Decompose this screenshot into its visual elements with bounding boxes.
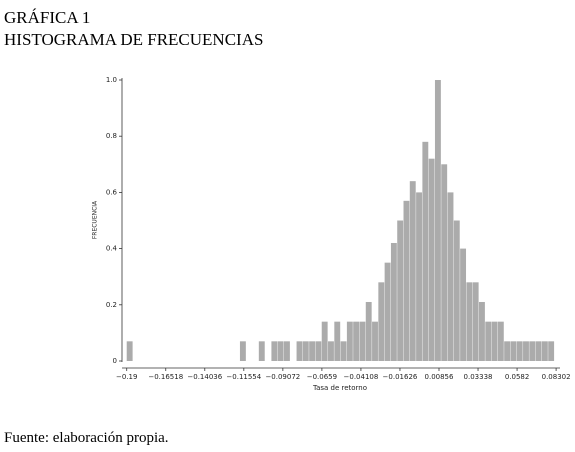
x-tick-label: 0.0582 <box>505 373 530 381</box>
x-tick-label: −0.01626 <box>383 373 418 381</box>
bar <box>422 141 429 361</box>
bar <box>491 321 498 361</box>
bar <box>504 341 511 361</box>
y-tick-label: 0.4 <box>106 245 118 253</box>
bar <box>523 341 529 361</box>
bar <box>390 242 397 361</box>
bar <box>302 341 309 361</box>
bar <box>516 341 523 361</box>
x-tick-label: −0.19 <box>116 373 137 381</box>
bar <box>359 321 366 361</box>
bar <box>271 341 278 361</box>
bar <box>485 321 492 361</box>
bar <box>334 321 341 361</box>
x-tick-label: −0.16518 <box>148 373 183 381</box>
bar <box>548 341 555 361</box>
bar <box>239 341 246 361</box>
x-tick-label: 0.00856 <box>425 373 454 381</box>
bar <box>384 262 391 361</box>
bar <box>283 341 290 361</box>
source-note: Fuente: elaboración propia. <box>4 430 169 446</box>
y-tick-label: 0.6 <box>106 188 118 196</box>
x-tick-label: −0.09072 <box>265 373 300 381</box>
chart-subtitle: HISTOGRAMA DE FRECUENCIAS <box>4 30 263 49</box>
x-axis-label: Tasa de retorno <box>312 384 367 392</box>
bar <box>453 220 460 361</box>
bar <box>378 282 385 361</box>
bar <box>365 301 372 361</box>
y-axis-label: FRECUENCIA <box>92 200 99 239</box>
bar <box>541 341 548 361</box>
y-tick-label: 0.2 <box>106 301 117 309</box>
x-tick-label: −0.0659 <box>307 373 337 381</box>
bar <box>479 301 485 361</box>
y-tick-label: 1.0 <box>106 76 117 84</box>
x-tick-label: −0.11554 <box>226 373 261 381</box>
bar <box>126 341 133 361</box>
bar <box>372 321 378 361</box>
bar <box>258 341 265 361</box>
x-tick-label: 0.08302 <box>542 373 571 381</box>
x-tick-label: −0.04108 <box>344 373 379 381</box>
bar <box>434 80 441 361</box>
y-tick-label: 0.8 <box>106 132 117 140</box>
x-tick-label: −0.14036 <box>187 373 222 381</box>
bar <box>472 282 479 361</box>
bar <box>466 282 473 361</box>
bar <box>428 158 435 361</box>
bar <box>529 341 536 361</box>
bar <box>340 341 347 361</box>
bar <box>510 341 517 361</box>
bar <box>460 248 467 361</box>
bar <box>397 220 404 361</box>
bar <box>321 321 328 361</box>
bar <box>296 341 303 361</box>
bar <box>447 192 454 361</box>
bar <box>409 181 416 361</box>
bar <box>497 321 504 361</box>
chart-title: GRÁFICA 1 <box>4 8 90 27</box>
bar <box>416 192 422 361</box>
x-tick-label: 0.03338 <box>464 373 493 381</box>
bar <box>403 200 410 361</box>
bar <box>309 341 316 361</box>
bar <box>315 341 322 361</box>
y-tick-label: 0 <box>113 357 117 365</box>
bar <box>353 321 360 361</box>
bar <box>328 341 334 361</box>
bar <box>346 321 353 361</box>
bar <box>535 341 542 361</box>
bar <box>441 164 448 361</box>
bar <box>277 341 284 361</box>
